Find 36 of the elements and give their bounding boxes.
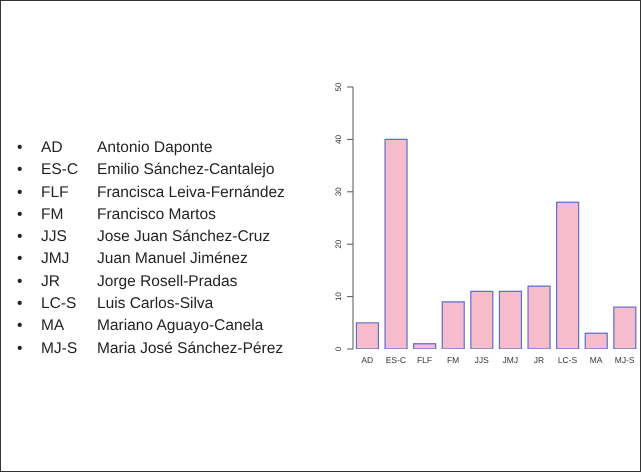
text: • FM Francisco Martos <box>17 206 216 223</box>
x-tick-label: JMJ <box>502 355 518 366</box>
bar <box>470 290 494 349</box>
x-tick-label: AD <box>361 355 374 366</box>
bar <box>584 332 608 349</box>
y-tick-label: 30 <box>334 186 343 196</box>
text: • JMJ Juan Manuel Jiménez <box>17 250 248 268</box>
text: • MJ-S Maria José Sánchez-Pérez <box>17 340 284 357</box>
bar <box>442 301 465 349</box>
text: • LC-S Luis Carlos-Silva <box>17 295 214 312</box>
x-tick-label: FM <box>446 355 460 366</box>
x-tick-label: LC-S <box>558 355 578 366</box>
bar <box>356 322 380 349</box>
x-tick-label: JR <box>534 355 544 366</box>
y-tick-label: 20 <box>334 239 343 249</box>
bar <box>384 138 408 349</box>
text: • JR Jorge Rosell-Pradas <box>17 272 238 290</box>
y-tick-label: 0 <box>334 346 343 352</box>
x-tick-label: MA <box>590 355 603 366</box>
text: • JJS Jose Juan Sánchez-Cruz <box>17 228 270 246</box>
x-tick-label: JJS <box>474 355 490 366</box>
x-tick-label: MJ-S <box>614 355 635 366</box>
bar <box>498 290 522 349</box>
text: • AD Antonio Daponte <box>17 139 212 156</box>
y-tick-label: 40 <box>334 134 343 144</box>
bar <box>413 343 436 349</box>
y-tick-label: 50 <box>334 82 343 92</box>
bar <box>527 286 551 349</box>
y-tick-label: 10 <box>334 292 343 302</box>
bar <box>613 306 636 349</box>
x-tick-label: ES-C <box>386 355 406 366</box>
x-tick-label: FLF <box>416 355 432 366</box>
bar <box>556 202 580 349</box>
text: • MA Mariano Aguayo-Canela <box>17 317 264 334</box>
text: • ES-C Emilio Sánchez-Cantalejo <box>17 161 274 178</box>
text: • FLF Francisca Leiva-Fernández <box>17 184 285 201</box>
